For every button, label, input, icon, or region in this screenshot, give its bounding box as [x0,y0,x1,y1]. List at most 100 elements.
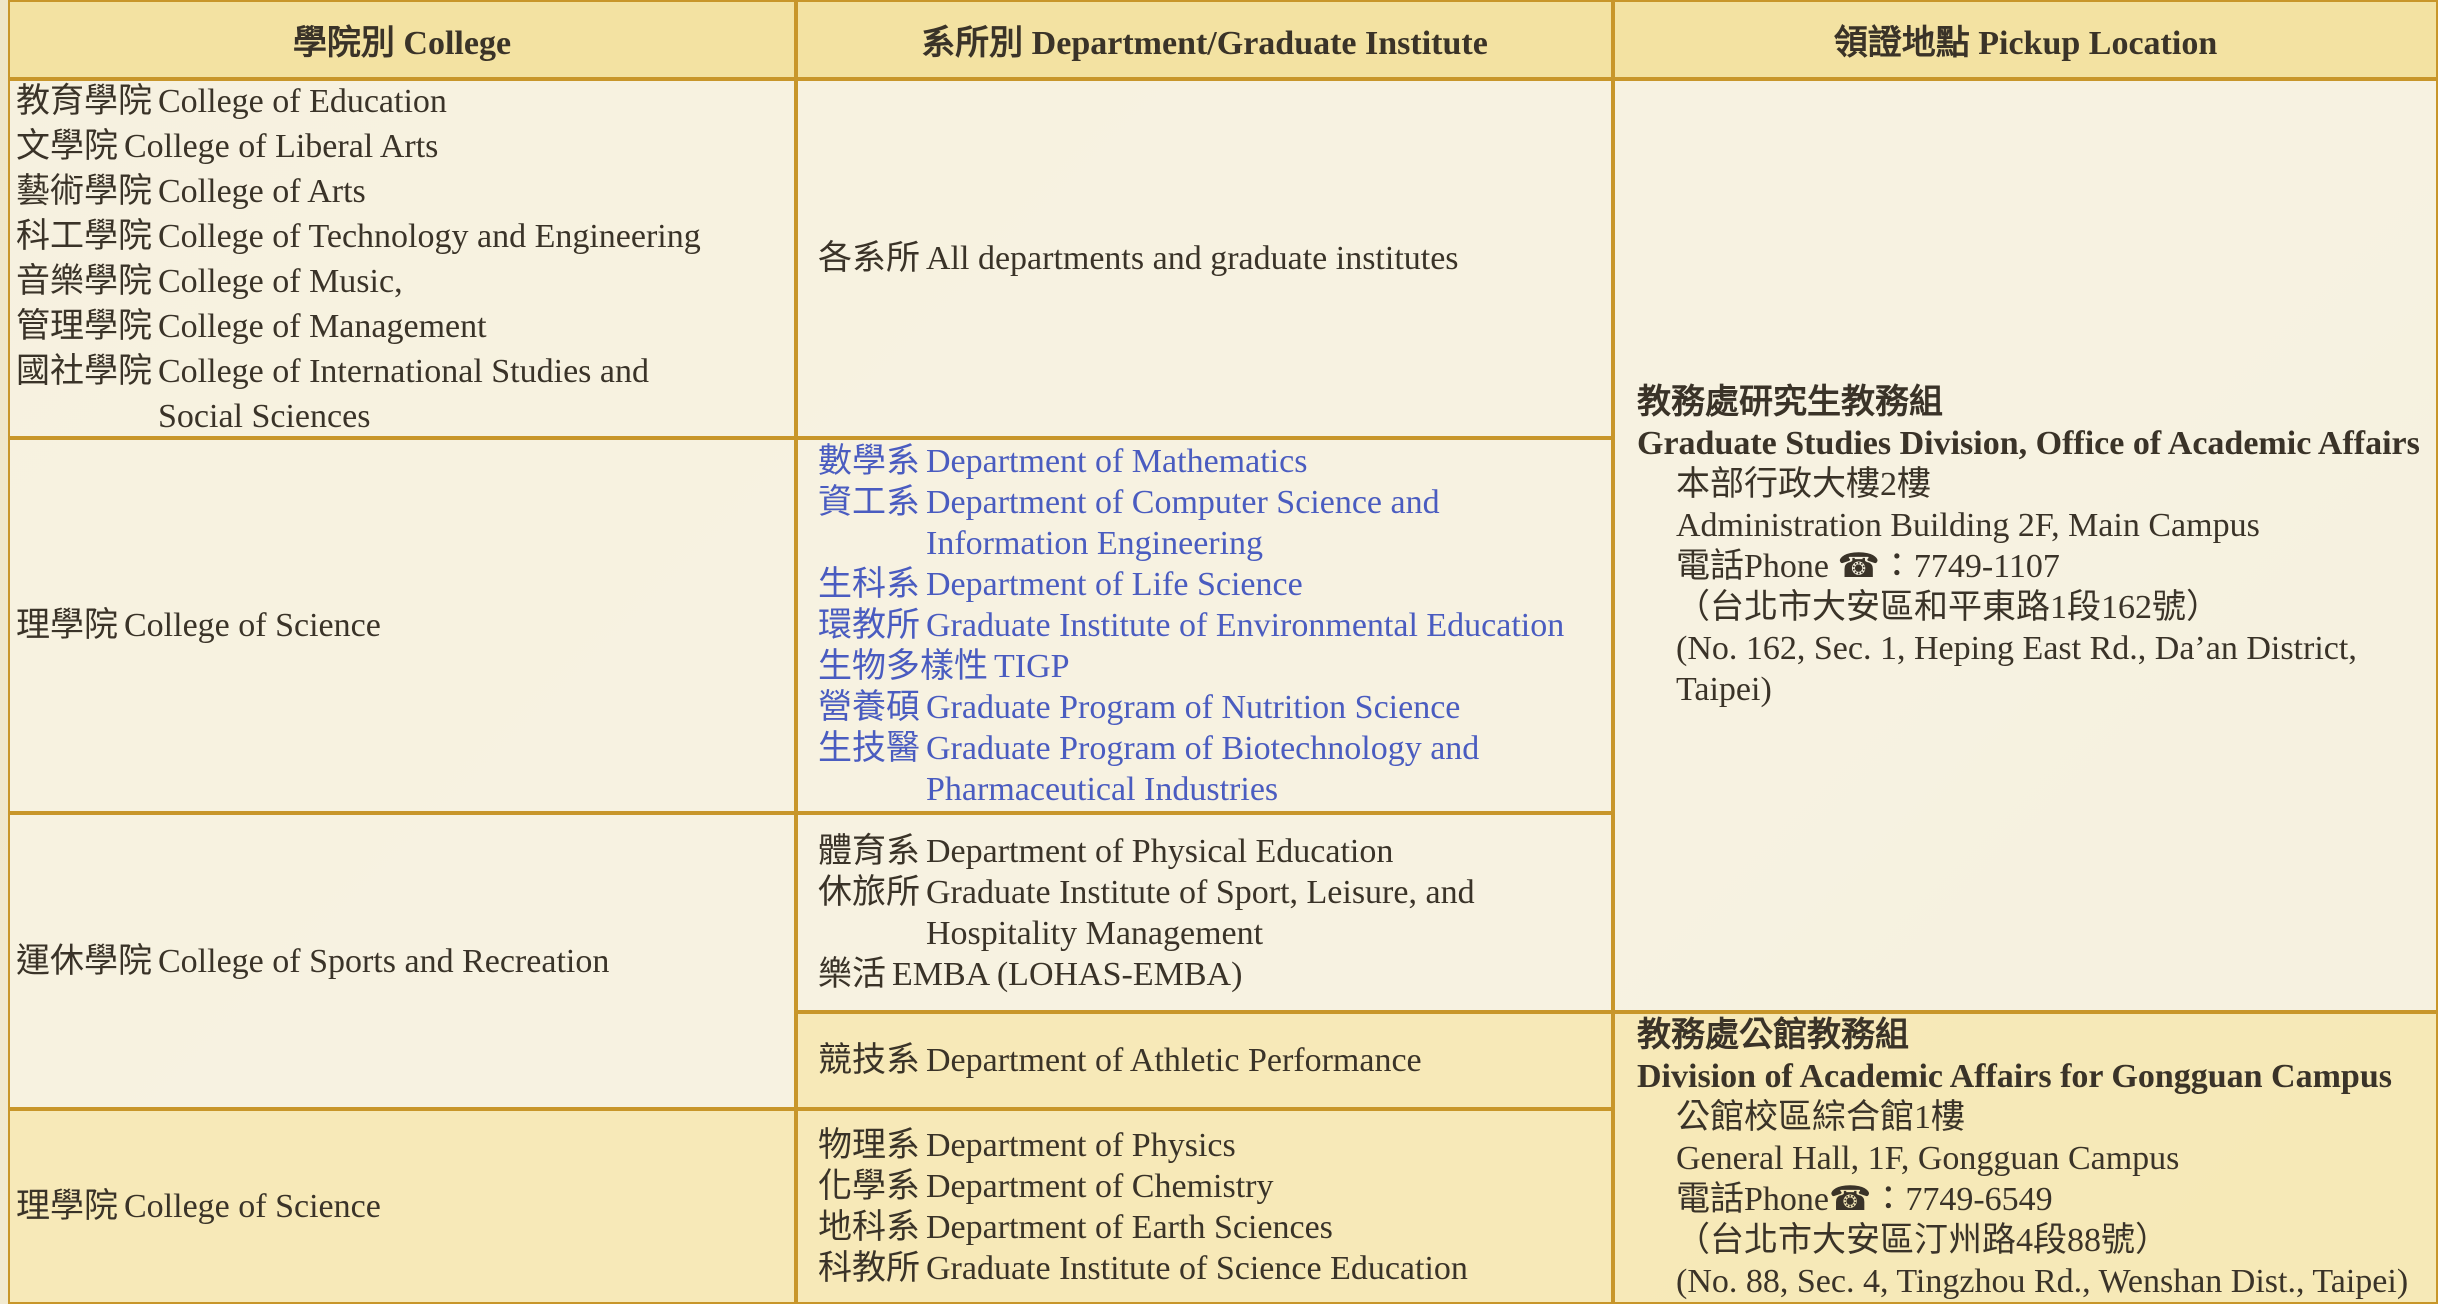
entry: 競技系 Department of Athletic Performance [798,1040,1611,1081]
department-cell: 體育系 Department of Physical Education 休旅所 Gr… [796,813,1613,1012]
department-cell: 數學系 Department of Mathematics 資工系 Departmen… [796,438,1613,813]
entry-en-line: TIGP [994,648,1070,685]
entry-zh: 理學院 [16,607,118,644]
entry-zh: 運休學院 [16,942,152,980]
entry-zh: 生科系 [818,566,920,603]
location-detail: (No. 88, Sec. 4, Tingzhou Rd., Wenshan D… [1676,1262,2409,1300]
entry-en-line: Information Engineering [926,525,1264,562]
header-cell: 學院別 College [8,0,796,79]
entry: 管理學院 College of Management [10,304,794,349]
entry-en-line: College of Science [124,607,381,644]
department-cell: 各系所 All departments and graduate institut… [796,79,1613,438]
entry: 音樂學院 College of Music, [10,259,794,304]
entry: 藝術學院 College of Arts [10,169,794,214]
entry: 生物多樣性 TIGP [798,646,1611,687]
location-detail: 公館校區綜合館1樓 [1676,1098,1965,1136]
location-cell: 教務處研究生教務組 Graduate Studies Division, Offi… [1613,79,2438,1012]
entry-zh: 科工學院 [16,217,152,255]
entry-zh: 資工系 [818,484,920,521]
header-cell: 領證地點 Pickup Location [1613,0,2438,79]
entry-zh: 休旅所 [818,873,920,911]
entry-en-line: Department of Physics [926,1126,1236,1164]
entry-en-line: Graduate Institute of Science Education [926,1249,1468,1287]
entry-zh: 文學院 [16,127,118,165]
department-cell: 競技系 Department of Athletic Performance [796,1012,1613,1109]
entry-en: Department of Computer Science and Inform… [926,482,1440,564]
entry-zh: 數學系 [818,443,920,480]
entry-en: College of Education [158,81,447,124]
entry-en: Department of Earth Sciences [926,1207,1333,1248]
entry-zh: 教育學院 [16,82,152,120]
entry-zh: 音樂學院 [16,262,152,300]
entry-en-line: Department of Computer Science and [926,484,1440,521]
entry: 物理系 Department of Physics [798,1125,1611,1166]
entry: 樂活 EMBA (LOHAS-EMBA) [798,954,1611,995]
entry: 理學院 College of Science [10,1184,794,1229]
college-cell: 教育學院 College of Education 文學院 College of Li… [8,79,796,438]
entry-en: Department of Athletic Performance [926,1040,1422,1081]
entry: 資工系 Department of Computer Science and Inf… [798,482,1611,564]
entry: 科教所 Graduate Institute of Science Educati… [798,1248,1611,1289]
entry-en: Department of Physics [926,1125,1236,1166]
location-detail: 電話Phone☎：7749-6549 [1676,1180,2053,1218]
entry-en-line: EMBA (LOHAS-EMBA) [892,955,1243,993]
entry-zh: 生物多樣性 [818,648,988,685]
entry-en: EMBA (LOHAS-EMBA) [892,954,1242,995]
entry: 運休學院 College of Sports and Recreation [10,939,794,984]
entry-en-line: Department of Physical Education [926,832,1394,870]
entry-en: College of Arts [158,169,366,214]
entry-en-line: College of International Studies and [158,352,649,390]
location-name-en: Graduate Studies Division, Office of Aca… [1637,424,2420,462]
entry-en: Graduate Institute of Science Education [926,1248,1468,1289]
entry-en-line: Hospitality Management [926,914,1264,952]
entry: 營養碩 Graduate Program of Nutrition Science [798,687,1611,728]
header-text: 系所別 Department/Graduate Institute [921,25,1488,62]
entry-en-line: Graduate Institute of Environmental Educ… [926,607,1565,644]
location-name-zh: 教務處研究生教務組 [1637,383,1943,421]
department-cell: 物理系 Department of Physics 化學系 Department of… [796,1109,1613,1304]
entry-en-line: Pharmaceutical Industries [926,771,1279,808]
entry-en-line: College of Technology and Engineering [158,217,701,255]
location-detail: Administration Building 2F, Main Campus [1676,506,2260,544]
location-name-zh: 教務處公館教務組 [1637,1016,1909,1054]
entry-zh: 生技醫 [818,730,920,767]
entry-zh: 各系所 [818,240,920,277]
entry-en-line: Graduate Program of Biotechnology and [926,730,1480,767]
location-cell: 教務處公館教務組 Division of Academic Affairs for… [1613,1012,2438,1304]
entry-en-line: College of Education [158,82,447,120]
entry-en-line: College of Music, [158,262,403,300]
location-detail: (No. 162, Sec. 1, Heping East Rd., Da’an… [1676,629,2357,667]
entry-en: Department of Mathematics [926,441,1307,482]
entry-en: Graduate Program of Biotechnology and Pha… [926,728,1479,810]
location-detail: 電話Phone ☎：7749-1107 [1676,547,2060,585]
entry-en-line: Graduate Institute of Sport, Leisure, an… [926,873,1475,911]
entry: 生科系 Department of Life Science [798,564,1611,605]
entry-zh: 樂活 [818,955,886,993]
entry-en: Graduate Institute of Environmental Educ… [926,605,1564,646]
entry-zh: 競技系 [818,1042,920,1079]
location-detail: Taipei) [1676,670,1772,708]
entry: 教育學院 College of Education [10,81,794,124]
college-cell: 理學院 College of Science [8,1109,796,1304]
entry-zh: 體育系 [818,832,920,870]
entry-en: College of Sports and Recreation [158,939,609,984]
location-detail: （台北市大安區和平東路1段162號） [1676,588,2220,626]
entry: 科工學院 College of Technology and Engineerin… [10,214,794,259]
entry-en-line: College of Sports and Recreation [158,942,610,980]
entry: 休旅所 Graduate Institute of Sport, Leisure,… [798,872,1611,954]
entry-zh: 物理系 [818,1126,920,1164]
entry-en-line: College of Liberal Arts [124,127,439,165]
entry-en-line: College of Arts [158,172,366,210]
entry: 理學院 College of Science [10,603,794,648]
entry-en-line: Department of Life Science [926,566,1303,603]
entry: 化學系 Department of Chemistry [798,1166,1611,1207]
header-text: 學院別 College [292,25,512,62]
entry: 國社學院 College of International Studies and… [10,349,794,437]
entry: 生技醫 Graduate Program of Biotechnology and… [798,728,1611,810]
entry-en: College of Music, [158,259,403,304]
entry-en: Graduate Program of Nutrition Science [926,687,1460,728]
entry-en-line: Department of Earth Sciences [926,1208,1333,1246]
entry-zh: 國社學院 [16,352,152,390]
